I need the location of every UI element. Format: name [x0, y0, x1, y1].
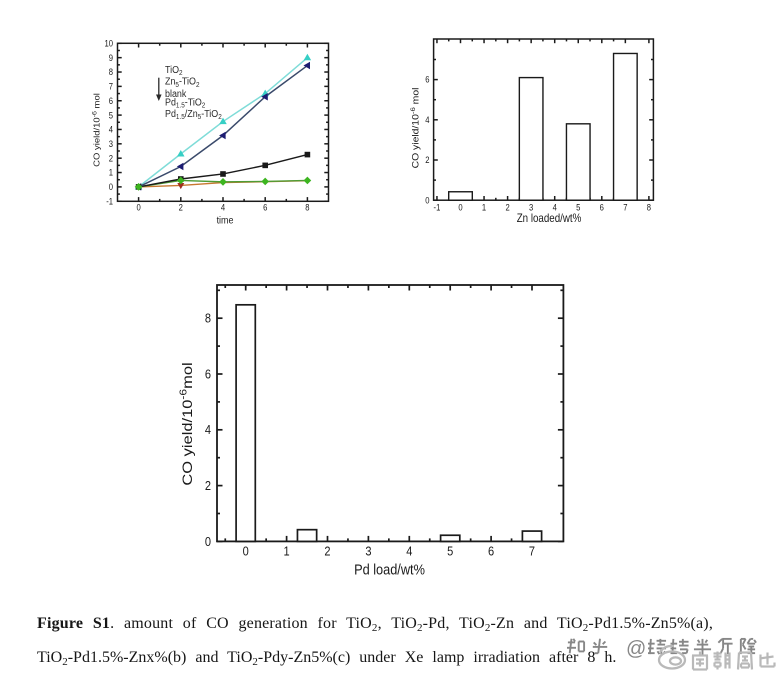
svg-text:6: 6	[600, 202, 605, 213]
svg-text:1: 1	[284, 544, 290, 559]
svg-text:-1: -1	[106, 196, 113, 207]
svg-text:2: 2	[179, 202, 184, 213]
svg-text:Zn loaded/wt%: Zn loaded/wt%	[517, 212, 582, 225]
svg-text:10: 10	[104, 38, 113, 49]
svg-text:6: 6	[263, 202, 268, 213]
svg-text:4: 4	[221, 202, 226, 213]
svg-text:8: 8	[109, 67, 114, 78]
svg-text:CO yield/10-6 mol: CO yield/10-6 mol	[409, 88, 422, 169]
svg-text:2: 2	[505, 202, 510, 213]
svg-text:-1: -1	[434, 202, 441, 213]
svg-text:4: 4	[553, 202, 558, 213]
svg-text:3: 3	[109, 138, 114, 149]
svg-text:0: 0	[205, 534, 211, 549]
svg-text:Pd1.5-TiO2: Pd1.5-TiO2	[165, 97, 205, 110]
svg-text:4: 4	[425, 114, 430, 125]
svg-text:0: 0	[136, 202, 141, 213]
svg-text:CO yield/10-6mol: CO yield/10-6mol	[178, 362, 195, 485]
svg-text:7: 7	[109, 81, 114, 92]
svg-text:0: 0	[458, 202, 463, 213]
svg-text:4: 4	[205, 422, 211, 437]
svg-text:7: 7	[529, 544, 535, 559]
svg-text:5: 5	[576, 202, 581, 213]
svg-text:3: 3	[529, 202, 534, 213]
svg-text:8: 8	[205, 311, 211, 326]
svg-text:4: 4	[406, 544, 412, 559]
svg-text:7: 7	[623, 202, 628, 213]
svg-text:CO yield/10-6 mol: CO yield/10-6 mol	[92, 93, 101, 167]
svg-text:time: time	[217, 215, 234, 227]
svg-text:8: 8	[647, 202, 652, 213]
svg-text:TiO2: TiO2	[165, 64, 183, 77]
svg-text:Zn5-TiO2: Zn5-TiO2	[165, 76, 200, 89]
svg-text:3: 3	[365, 544, 371, 559]
svg-text:blank: blank	[165, 88, 186, 100]
svg-text:1: 1	[109, 167, 114, 178]
svg-text:0: 0	[425, 195, 430, 206]
svg-text:5: 5	[447, 544, 453, 559]
svg-text:2: 2	[425, 154, 430, 165]
svg-text:1: 1	[482, 202, 487, 213]
svg-text:6: 6	[109, 95, 114, 106]
svg-text:8: 8	[305, 202, 310, 213]
svg-text:6: 6	[425, 74, 430, 85]
svg-text:5: 5	[109, 110, 114, 121]
svg-text:6: 6	[205, 367, 211, 382]
svg-text:Pd load/wt%: Pd load/wt%	[354, 560, 425, 577]
svg-text:9: 9	[109, 52, 114, 63]
svg-text:0: 0	[109, 181, 114, 192]
svg-text:2: 2	[109, 153, 114, 164]
svg-text:Pd1.5/Zn5-TiO2: Pd1.5/Zn5-TiO2	[165, 108, 222, 121]
svg-text:6: 6	[488, 544, 494, 559]
svg-text:4: 4	[109, 124, 114, 135]
svg-text:2: 2	[205, 478, 211, 493]
svg-text:@: @	[626, 638, 646, 660]
svg-text:0: 0	[243, 544, 249, 559]
svg-text:2: 2	[324, 544, 330, 559]
